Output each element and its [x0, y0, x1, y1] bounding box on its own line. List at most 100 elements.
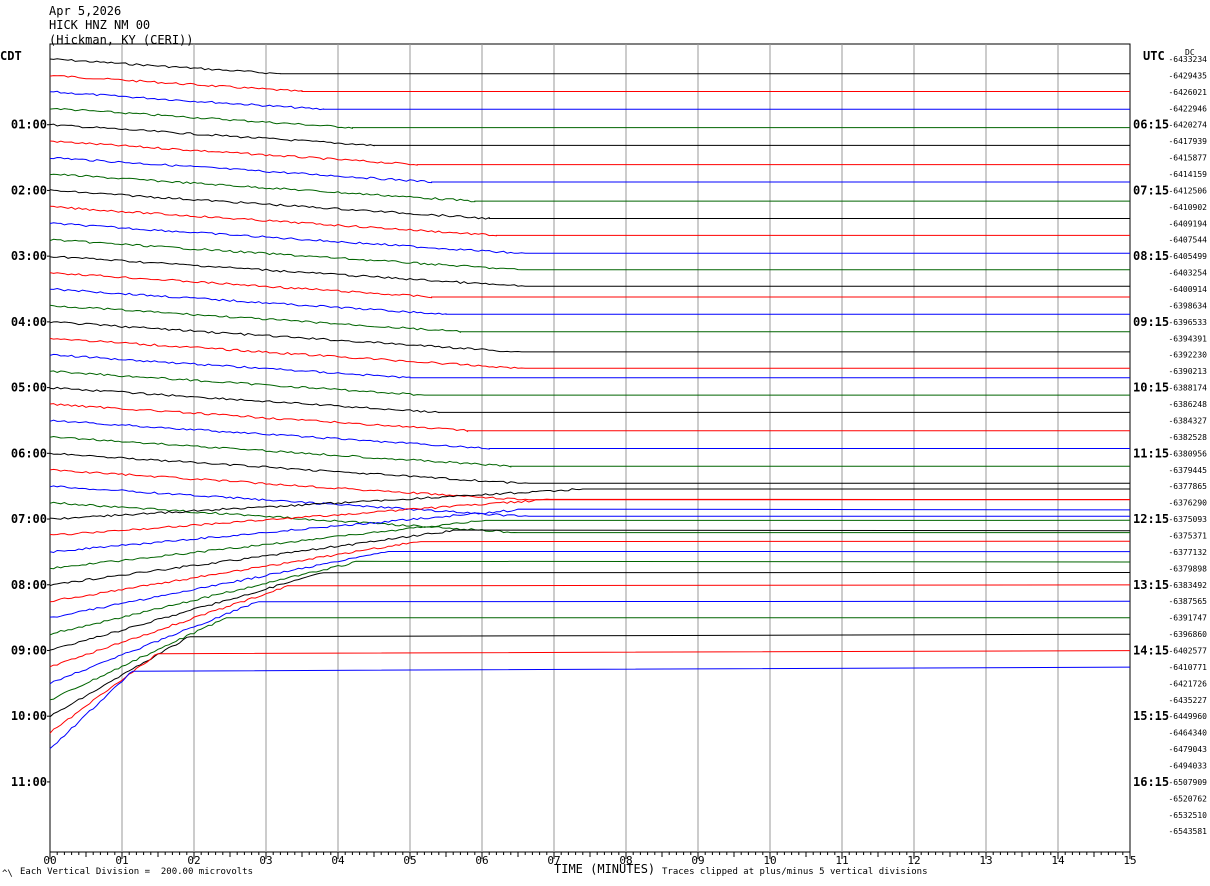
row-offset-label: -6415877 [1168, 154, 1207, 163]
right-hour-label: 06:15 [1133, 118, 1169, 132]
seismic-trace-row-37 [49, 584, 1131, 668]
left-hour-label: 02:00 [11, 183, 47, 197]
seismic-trace-row-28 [49, 488, 1130, 520]
seismic-trace-row-10 [49, 222, 1130, 254]
row-offset-label: -6391747 [1168, 614, 1207, 623]
left-hour-label: 06:00 [11, 446, 47, 460]
seismic-trace-row-32 [49, 529, 1131, 587]
seismic-trace-row-34 [49, 550, 1131, 618]
row-offset-label: -6400914 [1168, 285, 1207, 294]
seismic-trace-row-24 [49, 452, 1130, 484]
row-offset-label: -6507909 [1168, 778, 1207, 787]
seismic-trace-row-17 [49, 337, 1130, 369]
row-offset-label: -6412506 [1168, 186, 1207, 195]
left-hour-label: 09:00 [11, 643, 47, 657]
x-tick-label: 07 [547, 854, 560, 867]
row-offset-label: -6429435 [1168, 71, 1207, 80]
footer-clip-note: Traces clipped at plus/minus 5 vertical … [662, 867, 928, 877]
header-station: HICK HNZ NM 00 [49, 18, 151, 32]
row-offset-label: -6494033 [1168, 761, 1207, 770]
row-offset-label: -6433234 [1168, 55, 1207, 64]
seismic-trace-row-2 [49, 90, 1130, 111]
row-offset-label: -6375371 [1168, 531, 1207, 540]
x-tick-label: 09 [691, 854, 704, 867]
x-tick-label: 04 [331, 854, 345, 867]
seismic-trace-row-19 [49, 370, 1130, 396]
seismic-trace-row-25 [49, 468, 1130, 501]
seismic-trace-row-21 [49, 403, 1130, 433]
row-offset-label: -6396533 [1168, 318, 1207, 327]
row-offset-label: -6420274 [1168, 121, 1207, 130]
left-hour-label: 10:00 [11, 709, 47, 723]
seismic-trace-row-6 [49, 156, 1130, 184]
row-offset-label: -6410902 [1168, 203, 1207, 212]
x-axis-title: TIME (MINUTES) [554, 862, 656, 876]
seismic-trace-row-31 [49, 519, 1131, 570]
seismic-trace-row-9 [49, 205, 1130, 237]
row-offset-label: -6382528 [1168, 433, 1207, 442]
right-hour-label: 08:15 [1133, 249, 1169, 263]
seismic-trace-row-36 [49, 572, 1131, 651]
row-offset-label: -6384327 [1168, 416, 1207, 425]
row-offset-label: -6417939 [1168, 137, 1207, 146]
row-offset-label: -6414159 [1168, 170, 1207, 179]
row-offset-label: -6396860 [1168, 630, 1207, 639]
seismic-trace-row-35 [49, 560, 1131, 636]
row-offset-label: -6543581 [1168, 827, 1207, 836]
seismic-trace-row-1 [49, 75, 1130, 92]
x-tick-label: 14 [1051, 854, 1065, 867]
footer-vertical-division: Each Vertical Division = 200.00 microvol… [20, 867, 253, 877]
x-tick-label: 11 [835, 854, 848, 867]
right-hour-label: 11:15 [1133, 446, 1169, 460]
seismic-trace-row-27 [49, 501, 1130, 534]
seismic-trace-row-13 [49, 272, 1130, 299]
row-offset-label: -6383492 [1168, 581, 1207, 590]
row-offset-label: -6409194 [1168, 219, 1207, 228]
seismic-trace-row-29 [49, 498, 1131, 536]
seismic-trace-row-23 [49, 435, 1130, 468]
seismic-trace-row-26 [49, 485, 1130, 517]
row-offset-label: -6380956 [1168, 449, 1207, 458]
seismic-trace-row-3 [49, 107, 1130, 129]
seismic-trace-row-33 [49, 540, 1131, 603]
row-offset-label: -6394391 [1168, 334, 1207, 343]
x-tick-label: 03 [259, 854, 272, 867]
row-offset-label: -6388174 [1168, 384, 1207, 393]
seismic-trace-row-5 [49, 140, 1130, 166]
row-offset-label: -6402577 [1168, 646, 1207, 655]
x-tick-label: 01 [115, 854, 128, 867]
left-hour-label: 04:00 [11, 315, 47, 329]
seismic-trace-row-42 [49, 666, 1131, 749]
right-hour-label: 14:15 [1133, 643, 1169, 657]
x-tick-label: 02 [187, 854, 200, 867]
x-tick-label: 12 [907, 854, 920, 867]
seismic-trace-row-40 [49, 633, 1131, 718]
left-hour-label: 08:00 [11, 578, 47, 592]
right-hour-label: 13:15 [1133, 578, 1169, 592]
seismic-trace-row-38 [49, 600, 1131, 685]
row-offset-label: -6375093 [1168, 515, 1207, 524]
seismic-trace-row-18 [49, 353, 1130, 379]
seismic-trace-row-20 [49, 386, 1130, 414]
row-offset-label: -6422946 [1168, 104, 1207, 113]
seismic-trace-row-39 [49, 617, 1130, 701]
seismic-trace-row-15 [49, 304, 1130, 333]
seismic-trace-row-16 [49, 321, 1130, 353]
seismic-trace-row-11 [49, 238, 1130, 271]
row-offset-label: -6435227 [1168, 696, 1207, 705]
row-offset-label: -6403254 [1168, 269, 1207, 278]
right-hour-label: 15:15 [1133, 709, 1169, 723]
row-offset-label: -6392230 [1168, 351, 1207, 360]
row-offset-label: -6421726 [1168, 679, 1207, 688]
row-offset-label: -6464340 [1168, 729, 1207, 738]
x-tick-label: 13 [979, 854, 992, 867]
left-hour-label: 03:00 [11, 249, 47, 263]
seismic-trace-row-7 [49, 173, 1130, 203]
x-tick-label: 06 [475, 854, 488, 867]
row-offset-label: -6379898 [1168, 564, 1207, 573]
left-hour-label: 11:00 [11, 775, 47, 789]
row-offset-label: -6449960 [1168, 712, 1207, 721]
row-offset-label: -6377865 [1168, 482, 1207, 491]
right-hour-label: 16:15 [1133, 775, 1169, 789]
